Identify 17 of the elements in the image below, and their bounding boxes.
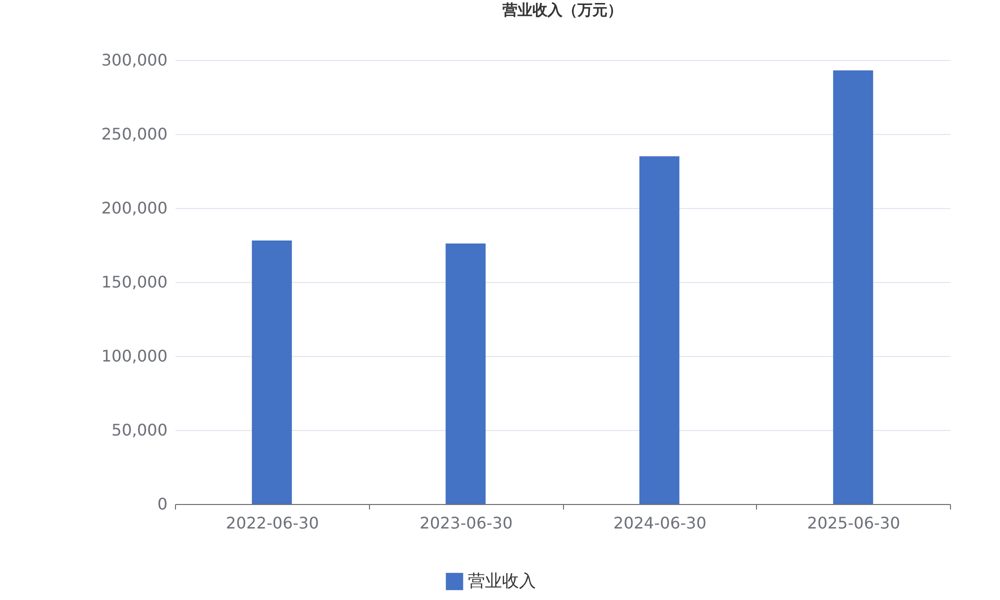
y-tick-label: 100,000 xyxy=(101,346,168,366)
x-tick-label: 2024-06-30 xyxy=(613,514,706,532)
x-tick-label: 2023-06-30 xyxy=(420,514,513,532)
y-tick-label: 0 xyxy=(157,494,168,514)
x-tick-label: 2025-06-30 xyxy=(807,514,900,532)
y-tick-label: 250,000 xyxy=(101,124,168,144)
bar xyxy=(833,70,874,504)
y-tick-label: 150,000 xyxy=(101,272,168,292)
y-tick-label: 200,000 xyxy=(101,198,168,218)
bar xyxy=(446,244,486,504)
chart-title: 营业收入（万元） xyxy=(502,1,622,19)
y-tick-label: 300,000 xyxy=(101,50,168,70)
bar xyxy=(252,240,292,504)
bar xyxy=(639,156,680,504)
y-tick-label: 50,000 xyxy=(112,420,168,440)
legend-label: 营业收入 xyxy=(468,572,536,592)
x-tick-label: 2022-06-30 xyxy=(226,514,319,532)
